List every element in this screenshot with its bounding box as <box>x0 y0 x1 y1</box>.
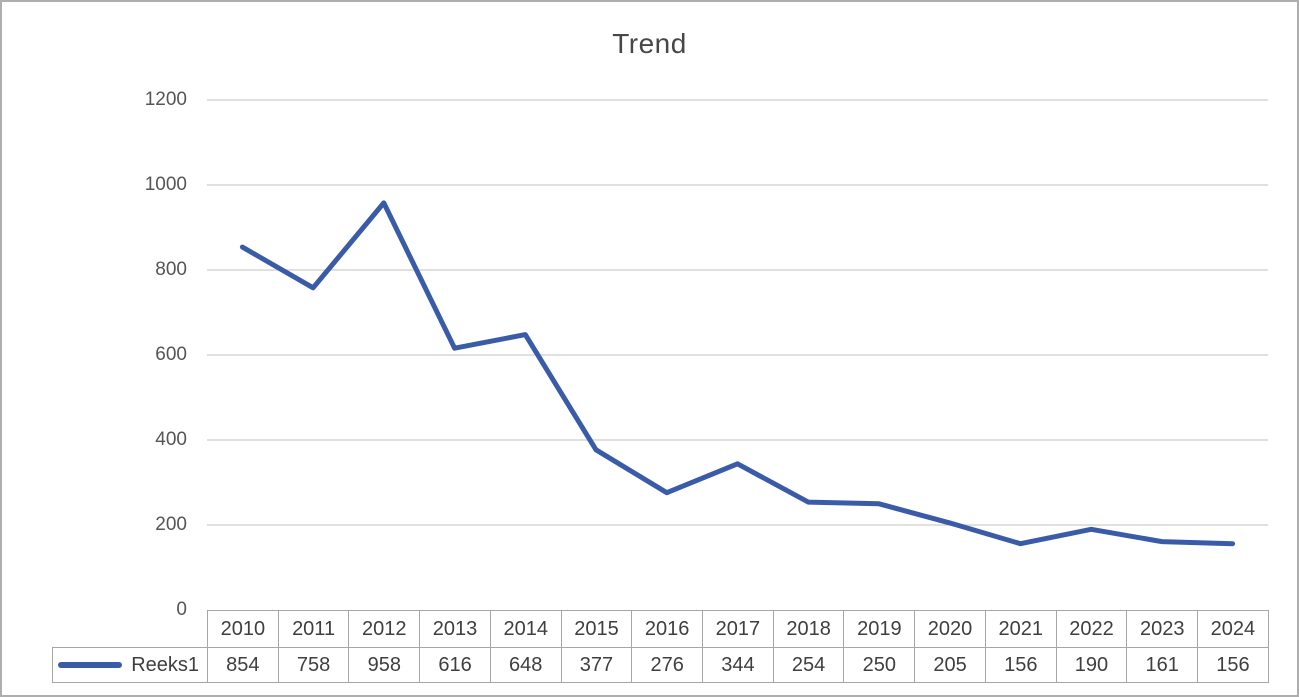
category-header-cell: 2020 <box>914 610 986 648</box>
y-tick-label: 0 <box>176 599 187 620</box>
value-cell: 161 <box>1126 647 1199 683</box>
value-cell: 156 <box>1197 647 1269 683</box>
y-tick-label: 400 <box>155 429 187 450</box>
category-header-cell: 2018 <box>772 610 845 648</box>
y-tick-label: 800 <box>155 259 187 280</box>
chart-title: Trend <box>612 28 687 59</box>
table-header-row: 2010 2011 2012 2013 2014 2015 2016 2017 2018 2019… <box>53 610 1269 648</box>
y-tick-label: 1000 <box>144 174 187 195</box>
y-tick-label: 1200 <box>144 89 187 110</box>
category-header-cell: 2013 <box>419 610 491 648</box>
value-cell: 758 <box>277 647 350 683</box>
value-cell: 958 <box>348 647 421 683</box>
legend-line-swatch-icon <box>58 662 122 668</box>
category-header-cell: 2012 <box>348 610 421 648</box>
data-table: 2010 2011 2012 2013 2014 2015 2016 2017 2018 2019… <box>52 610 1269 683</box>
value-cell: 276 <box>631 647 704 683</box>
legend-cell: Reeks1 <box>52 647 208 683</box>
value-cell: 344 <box>702 647 774 683</box>
category-header-cell: 2023 <box>1126 610 1199 648</box>
value-cell: 616 <box>419 647 491 683</box>
category-header-cell: 2011 <box>277 610 350 648</box>
legend-series-name: Reeks1 <box>131 653 199 676</box>
value-cell: 190 <box>1055 647 1128 683</box>
category-header-cell: 2014 <box>489 610 562 648</box>
table-corner-cell <box>53 611 208 648</box>
category-header-cell: 2017 <box>702 610 774 648</box>
category-header-cell: 2021 <box>984 610 1057 648</box>
category-header-cell: 2015 <box>560 610 633 648</box>
value-cell: 254 <box>772 647 845 683</box>
category-header-cell: 2010 <box>207 610 279 648</box>
y-tick-label: 600 <box>155 344 187 365</box>
category-header-cell: 2024 <box>1197 610 1269 648</box>
value-cell: 854 <box>207 647 279 683</box>
value-cell: 250 <box>843 647 916 683</box>
value-cell: 648 <box>489 647 562 683</box>
value-cell: 377 <box>560 647 633 683</box>
category-header-cell: 2022 <box>1055 610 1128 648</box>
category-header-cell: 2019 <box>843 610 916 648</box>
table-value-row: Reeks1 854 758 958 616 648 377 276 344 254 250 205 1… <box>52 647 1269 683</box>
y-tick-label: 200 <box>155 514 187 535</box>
value-cell: 156 <box>984 647 1057 683</box>
series-line-reeks1 <box>239 200 1236 547</box>
value-cell: 205 <box>914 647 986 683</box>
category-header-cell: 2016 <box>631 610 704 648</box>
